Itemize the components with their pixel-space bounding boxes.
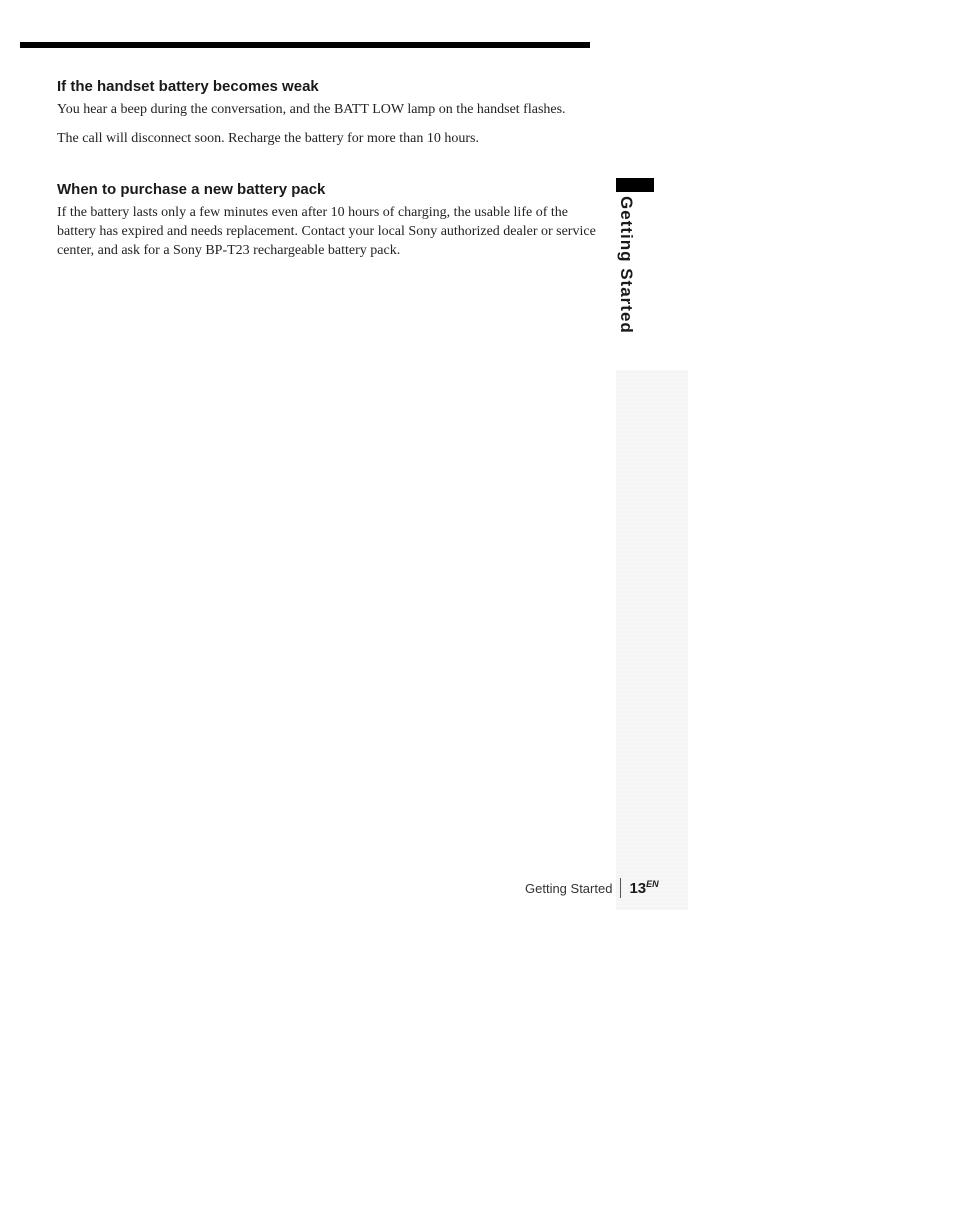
page-number-suffix: EN <box>646 879 659 889</box>
body-paragraph: You hear a beep during the conversation,… <box>57 101 597 120</box>
top-horizontal-rule <box>20 42 590 48</box>
body-paragraph: If the battery lasts only a few minutes … <box>57 204 597 261</box>
main-content: If the handset battery becomes weak You … <box>57 78 597 270</box>
side-tab-marker <box>616 178 654 192</box>
page-number-value: 13 <box>629 880 646 897</box>
body-paragraph: The call will disconnect soon. Recharge … <box>57 130 597 149</box>
section-2: When to purchase a new battery pack If t… <box>57 181 597 261</box>
section-heading: If the handset battery becomes weak <box>57 78 597 95</box>
side-tab-label: Getting Started <box>616 196 636 334</box>
page-footer: Getting Started 13EN <box>525 878 659 898</box>
section-1: If the handset battery becomes weak You … <box>57 78 597 149</box>
side-shaded-region <box>616 370 688 910</box>
footer-section-label: Getting Started <box>525 881 620 896</box>
side-tab: Getting Started <box>616 178 656 378</box>
section-spacer <box>57 159 597 181</box>
footer-page-number: 13EN <box>629 879 658 897</box>
section-heading: When to purchase a new battery pack <box>57 181 597 198</box>
footer-divider <box>620 878 621 898</box>
